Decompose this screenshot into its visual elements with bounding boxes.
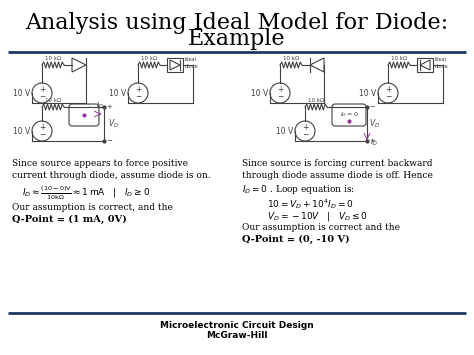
Text: through diode assume diode is off. Hence: through diode assume diode is off. Hence <box>242 171 433 180</box>
Text: +: + <box>106 104 112 110</box>
Text: Since source appears to force positive: Since source appears to force positive <box>12 159 188 168</box>
Text: −: − <box>39 131 45 140</box>
Text: $I_D = 0$ . Loop equation is:: $I_D = 0$ . Loop equation is: <box>242 183 355 196</box>
Text: +: + <box>39 122 45 131</box>
Text: −: − <box>277 93 283 102</box>
Text: $V_D = -10V$   |   $V_D \leq 0$: $V_D = -10V$ | $V_D \leq 0$ <box>267 210 368 223</box>
Text: current through diode, assume diode is on.: current through diode, assume diode is o… <box>12 171 210 180</box>
Polygon shape <box>310 58 324 72</box>
Bar <box>167 58 183 72</box>
Bar <box>417 58 433 72</box>
Polygon shape <box>420 60 430 70</box>
Text: 10 kΩ: 10 kΩ <box>391 55 407 60</box>
Text: $V_D$: $V_D$ <box>369 118 380 130</box>
Text: Our assumption is correct, and the: Our assumption is correct, and the <box>12 203 173 212</box>
Text: Microelectronic Circuit Design: Microelectronic Circuit Design <box>160 321 314 329</box>
Text: 10 V: 10 V <box>109 88 126 98</box>
Text: Q-Point = (0, -10 V): Q-Point = (0, -10 V) <box>242 235 350 244</box>
Text: 10 V: 10 V <box>251 88 268 98</box>
Text: 10 kΩ: 10 kΩ <box>45 98 61 103</box>
Text: +: + <box>135 84 141 93</box>
Text: Our assumption is correct and the: Our assumption is correct and the <box>242 223 400 232</box>
Text: McGraw-Hill: McGraw-Hill <box>206 332 268 340</box>
Text: Ideal
diode: Ideal diode <box>185 58 199 69</box>
Text: 10 kΩ: 10 kΩ <box>283 55 299 60</box>
Text: +: + <box>277 84 283 93</box>
Text: 10 V: 10 V <box>276 126 293 136</box>
Text: $I_D \approx \frac{(10-0)\mathrm{V}}{10\mathrm{k}\Omega} \approx 1\,\mathrm{mA}$: $I_D \approx \frac{(10-0)\mathrm{V}}{10\… <box>22 185 150 202</box>
Text: −: − <box>106 138 112 144</box>
Text: Example: Example <box>188 28 286 50</box>
Text: 10 V: 10 V <box>359 88 376 98</box>
Text: $V_D$: $V_D$ <box>108 118 119 130</box>
Text: +: + <box>369 138 375 144</box>
Text: −: − <box>135 93 141 102</box>
Text: −: − <box>369 104 375 110</box>
Polygon shape <box>170 60 180 70</box>
Text: 10 V: 10 V <box>13 126 30 136</box>
Text: Since source is forcing current backward: Since source is forcing current backward <box>242 159 432 168</box>
Text: 10 kΩ: 10 kΩ <box>308 98 324 103</box>
Text: +: + <box>302 122 308 131</box>
Text: −: − <box>302 131 308 140</box>
Text: +: + <box>39 84 45 93</box>
Text: Q-Point = (1 mA, 0V): Q-Point = (1 mA, 0V) <box>12 215 127 224</box>
Text: +: + <box>385 84 391 93</box>
Text: −: − <box>385 93 391 102</box>
Polygon shape <box>72 58 86 72</box>
Text: 10 kΩ: 10 kΩ <box>141 55 157 60</box>
Text: $10 = V_D + 10^4 I_D = 0$: $10 = V_D + 10^4 I_D = 0$ <box>267 197 354 211</box>
Text: −: − <box>39 93 45 102</box>
Text: $I_D$: $I_D$ <box>370 138 378 148</box>
Text: $I_D=0$: $I_D=0$ <box>340 110 358 119</box>
Text: Ideal
diode: Ideal diode <box>435 58 448 69</box>
Text: Analysis using Ideal Model for Diode:: Analysis using Ideal Model for Diode: <box>26 12 448 34</box>
Text: $I_D$: $I_D$ <box>96 101 104 111</box>
Text: 10 kΩ: 10 kΩ <box>45 55 61 60</box>
Text: 10 V: 10 V <box>13 88 30 98</box>
